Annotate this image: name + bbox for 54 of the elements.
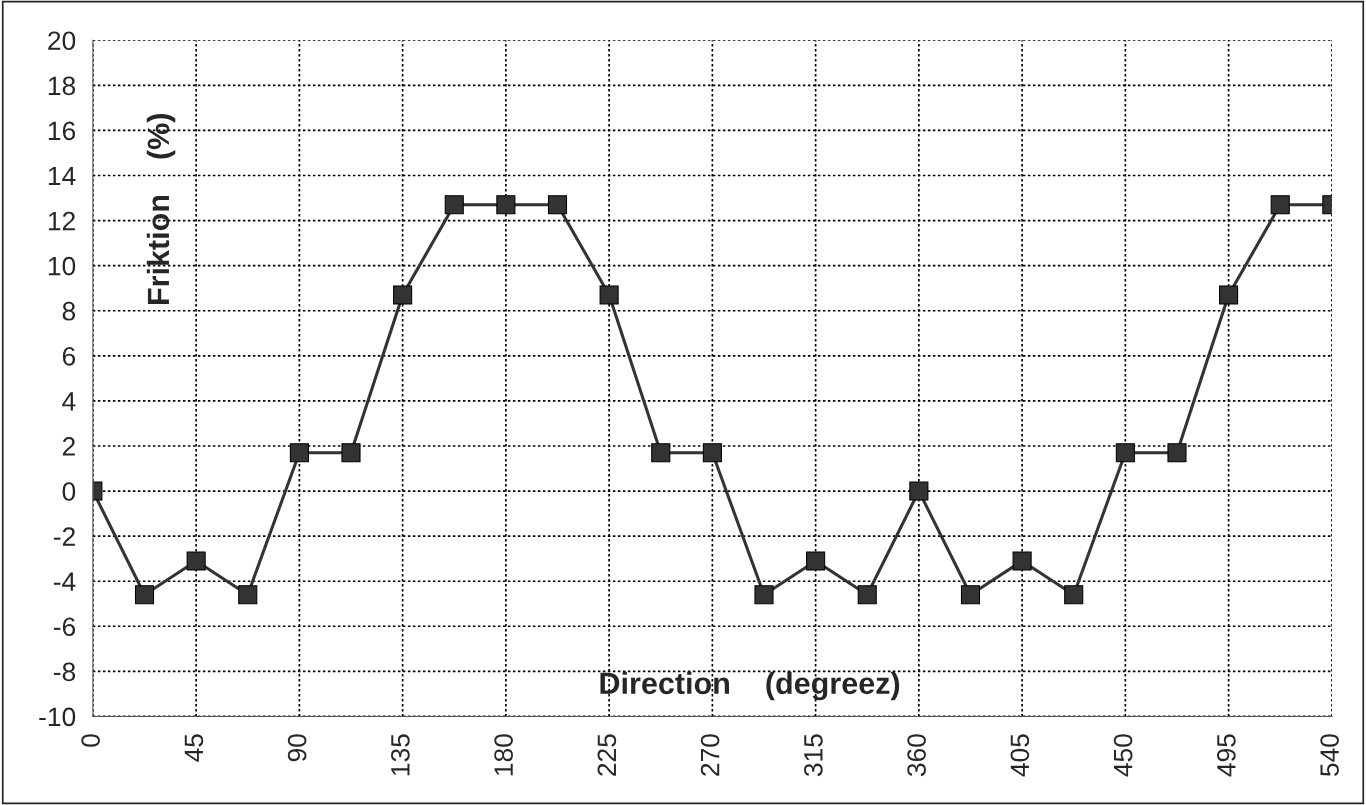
point	[651, 443, 671, 463]
point	[702, 443, 722, 463]
x-tick-label: 405	[1010, 734, 1030, 777]
point	[806, 551, 826, 571]
x-axis-title: Direction (degreez)	[600, 671, 900, 701]
point	[1167, 443, 1187, 463]
point	[909, 481, 929, 501]
point	[1012, 551, 1032, 571]
point	[1064, 585, 1084, 605]
y-tick-label: -2	[53, 527, 75, 546]
point	[1219, 285, 1239, 305]
y-tick-label: -6	[53, 617, 76, 637]
point	[960, 585, 981, 605]
x-tick-label: 450	[1113, 734, 1133, 777]
y-tick-label: 8	[62, 301, 76, 321]
point	[599, 285, 619, 305]
y-tick-label: 0	[62, 482, 76, 501]
point	[289, 443, 309, 463]
point	[134, 585, 155, 605]
x-tick-label: 225	[597, 734, 617, 776]
x-tick-label: 45	[184, 734, 204, 762]
x-tick-label: 135	[391, 734, 410, 776]
y-tick-label: -8	[53, 662, 76, 682]
y-axis-title: Friktion (%)	[146, 114, 176, 305]
point	[547, 195, 568, 215]
x-tick-label: 315	[804, 734, 823, 777]
x-tick-label: 495	[1217, 734, 1236, 777]
y-tick-label: -10	[39, 707, 76, 727]
y-tick-label: 4	[62, 392, 76, 411]
point	[186, 551, 206, 571]
y-tick-label: 18	[48, 76, 76, 96]
point	[444, 195, 464, 215]
y-tick-label: 2	[62, 437, 75, 456]
point	[1270, 195, 1290, 215]
y-tick-label: 10	[48, 256, 76, 276]
point	[496, 195, 516, 215]
point	[857, 585, 877, 605]
point	[754, 585, 774, 605]
x-tick-label: 360	[907, 734, 926, 777]
point	[238, 585, 258, 605]
x-tick-label: 540	[1320, 734, 1339, 777]
point	[341, 443, 361, 463]
x-tick-label: 0	[81, 734, 100, 747]
y-tick-label: 14	[48, 166, 76, 186]
y-tick-label: 16	[48, 121, 76, 141]
x-tick-label: 270	[700, 734, 720, 776]
x-tick-label: 90	[287, 734, 307, 762]
y-tick-label: 12	[48, 211, 75, 231]
point	[393, 285, 413, 305]
point	[1115, 443, 1135, 463]
y-tick-label: -4	[53, 572, 76, 591]
x-tick-label: 180	[494, 734, 513, 776]
y-tick-label: 20	[48, 31, 76, 51]
y-tick-label: 6	[62, 346, 76, 366]
